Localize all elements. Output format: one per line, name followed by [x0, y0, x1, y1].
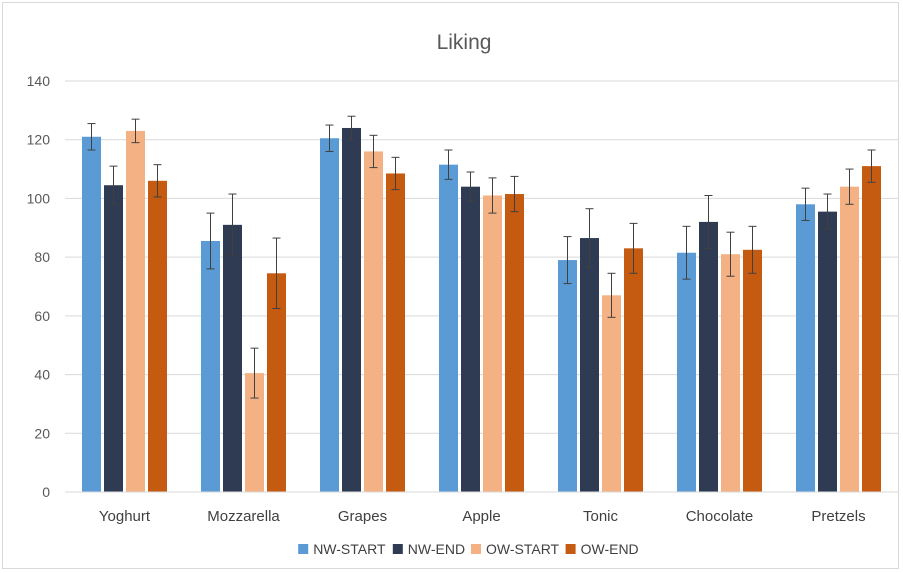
bar-nw-start [201, 240, 220, 492]
bar-ow-start [602, 295, 621, 492]
x-axis-categories: Yoghurt Mozzarella Grapes Apple Tonic Chocola… [99, 508, 866, 525]
bar-nw-start [82, 136, 101, 492]
bar-ow-end [148, 180, 167, 493]
legend-swatch [392, 544, 403, 554]
legend-item-nw-start: NW-START [298, 541, 386, 557]
bar-nw-end [461, 186, 480, 492]
legend-label: NW-END [408, 541, 465, 557]
error-bars [87, 115, 876, 399]
bar-ow-start [126, 130, 145, 492]
y-axis-ticks: 0 20 40 60 80 100 120 140 [27, 73, 51, 500]
bar-ow-end [743, 249, 762, 492]
bar-ow-end [386, 173, 405, 492]
bar-nw-end [342, 127, 361, 492]
y-tick-label: 120 [27, 132, 51, 148]
bar-nw-end [699, 221, 718, 492]
bar-nw-end [580, 238, 599, 492]
gridlines [65, 80, 898, 434]
bar-nw-end [104, 185, 123, 493]
bar-nw-end [818, 211, 837, 492]
legend-swatch [298, 544, 309, 554]
y-tick-label: 20 [34, 425, 50, 441]
bar-nw-start [677, 252, 696, 492]
y-tick-label: 100 [27, 190, 51, 206]
bar-nw-start [558, 260, 577, 492]
y-tick-label: 140 [27, 73, 51, 89]
bar-nw-end [223, 224, 242, 492]
legend-swatch [471, 544, 481, 554]
bar-nw-start [796, 204, 815, 493]
bar-ow-end [862, 166, 881, 492]
legend-label: NW-START [313, 541, 386, 557]
x-category-label: Apple [462, 508, 500, 525]
bar-ow-start [364, 151, 383, 492]
bar-ow-start [245, 373, 264, 492]
bar-ow-end [505, 194, 524, 492]
x-category-label: Chocolate [686, 508, 754, 525]
x-category-label: Grapes [338, 508, 387, 525]
legend: NW-START NW-END OW-START OW-END [298, 541, 639, 557]
bar-ow-end [624, 248, 643, 492]
x-category-label: Tonic [583, 508, 619, 525]
legend-item-ow-end: OW-END [565, 541, 639, 557]
x-category-label: Yoghurt [99, 508, 151, 525]
bar-nw-start [320, 138, 339, 492]
x-category-label: Pretzels [811, 508, 865, 525]
bar-nw-start [439, 164, 458, 493]
bar-ow-start [840, 186, 859, 492]
y-tick-label: 80 [34, 249, 50, 265]
legend-swatch [565, 544, 576, 554]
legend-label: OW-START [486, 541, 560, 557]
bar-ow-end [267, 273, 286, 492]
x-category-label: Mozzarella [207, 508, 280, 525]
bar-ow-start [721, 254, 740, 492]
y-tick-label: 40 [34, 367, 50, 383]
y-tick-label: 60 [34, 308, 50, 324]
legend-item-nw-end: NW-END [392, 541, 465, 557]
legend-label: OW-END [581, 541, 639, 557]
bar-ow-start [483, 195, 502, 492]
bar-chart: Liking 0 20 40 60 80 100 120 140 Yoghurt Mozzare… [27, 31, 898, 557]
chart-title: Liking [437, 31, 492, 54]
bars [82, 127, 881, 493]
y-tick-label: 0 [42, 484, 50, 500]
legend-item-ow-start: OW-START [471, 541, 560, 557]
